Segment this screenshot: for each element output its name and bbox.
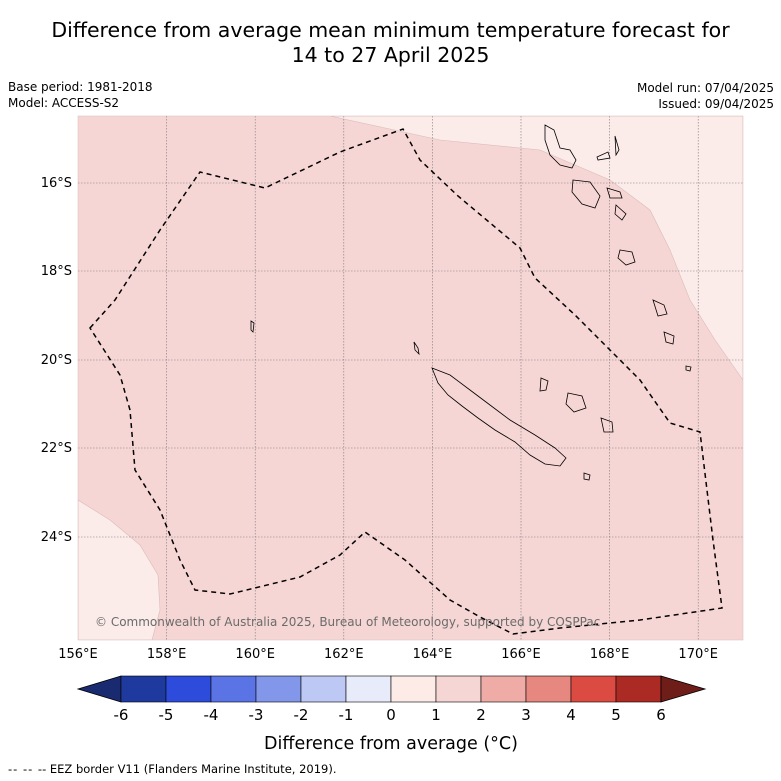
title-line-2: 14 to 27 April 2025 xyxy=(291,43,490,67)
vanuatu-tanna xyxy=(652,299,668,317)
colorbar-cell xyxy=(300,675,347,703)
colorbar-tick-labels: -6 -5 -4 -3 -2 -1 0 1 2 3 4 5 6 xyxy=(114,706,666,724)
vanuatu-espiritu-santo xyxy=(544,124,577,169)
colorbar-cell xyxy=(570,675,617,703)
colorbar-tick-label: -2 xyxy=(294,706,309,724)
lon-label-162e: 162°E xyxy=(324,647,364,662)
map-frame xyxy=(77,115,744,641)
colorbar-tick-label: 0 xyxy=(386,706,396,724)
colorbar-tick-label: 4 xyxy=(566,706,576,724)
coastlines xyxy=(250,124,692,481)
lon-label-168e: 168°E xyxy=(590,647,630,662)
colorbar-cells xyxy=(120,675,662,703)
vanuatu-erromango xyxy=(617,249,636,266)
lon-label-160e: 160°E xyxy=(235,647,275,662)
colorbar-cell xyxy=(525,675,572,703)
lat-label-16s: 16°S xyxy=(41,176,72,191)
colorbar-tick-label: -6 xyxy=(114,706,129,724)
colorbar-underflow-arrow xyxy=(76,675,122,703)
longitude-axis: 156°E 158°E 160°E 162°E 164°E 166°E 168°… xyxy=(58,647,718,662)
meta-left: Base period: 1981-2018 Model: ACCESS-S2 xyxy=(8,79,153,111)
anomaly-field-main xyxy=(78,116,743,640)
vanuatu-efate xyxy=(614,204,627,221)
meta-right: Model run: 07/04/2025 Issued: 09/04/2025 xyxy=(637,80,774,112)
belep-islands xyxy=(413,341,420,356)
colorbar-tick-label: 5 xyxy=(611,706,621,724)
colorbar-overflow-arrow xyxy=(660,675,707,703)
colorbar-cell xyxy=(615,675,662,703)
anomaly-field-light-sw xyxy=(78,499,161,640)
vanuatu-epi xyxy=(606,187,623,199)
vanuatu-malakula xyxy=(571,179,601,209)
isle-of-pines xyxy=(583,472,591,481)
colorbar-cell xyxy=(480,675,527,703)
lon-label-166e: 166°E xyxy=(501,647,541,662)
latitude-axis: 16°S 18°S 20°S 22°S 24°S xyxy=(41,176,72,545)
lat-label-22s: 22°S xyxy=(41,441,72,456)
colorbar-tick-label: 6 xyxy=(656,706,666,724)
lat-label-24s: 24°S xyxy=(41,530,72,545)
vanuatu-ambae xyxy=(596,151,611,161)
lat-label-18s: 18°S xyxy=(41,264,72,279)
lon-label-158e: 158°E xyxy=(147,647,187,662)
colorbar-tick-label: 1 xyxy=(431,706,441,724)
chesterfield-reef xyxy=(250,320,255,333)
colorbar-tick-label: 2 xyxy=(476,706,486,724)
lon-label-170e: 170°E xyxy=(678,647,718,662)
eez-legend-dash: -- -- xyxy=(8,762,38,776)
colorbar-cell xyxy=(120,675,167,703)
eez-border xyxy=(89,128,723,635)
copyright-notice: © Commonwealth of Australia 2025, Bureau… xyxy=(95,615,600,629)
colorbar-tick-label: -3 xyxy=(249,706,264,724)
vanuatu-aneityum xyxy=(663,331,675,345)
model-name: Model: ACCESS-S2 xyxy=(8,96,120,110)
chart-title: Difference from average mean minimum tem… xyxy=(0,18,781,68)
matthew-island xyxy=(685,365,692,372)
lon-label-156e: 156°E xyxy=(58,647,98,662)
lat-label-20s: 20°S xyxy=(41,353,72,368)
issued-date: Issued: 09/04/2025 xyxy=(658,97,774,111)
loyalty-island-lifou xyxy=(565,392,587,413)
loyalty-island-mare xyxy=(600,417,614,433)
colorbar-tick-label: 3 xyxy=(521,706,531,724)
anomaly-field-light-ne xyxy=(329,116,743,381)
eez-legend-text: -- EEZ border V11 (Flanders Marine Insti… xyxy=(37,762,337,776)
base-period: Base period: 1981-2018 xyxy=(8,80,153,94)
vanuatu-maewo xyxy=(614,135,620,157)
colorbar-tick-label: -4 xyxy=(204,706,219,724)
graticule xyxy=(78,116,743,640)
colorbar-cell xyxy=(210,675,257,703)
colorbar-cell xyxy=(435,675,482,703)
title-line-1: Difference from average mean minimum tem… xyxy=(51,18,730,42)
lon-label-164e: 164°E xyxy=(413,647,453,662)
colorbar: -6 -5 -4 -3 -2 -1 0 1 2 3 4 5 6 Difference from aver… xyxy=(76,675,707,754)
colorbar-cell xyxy=(390,675,437,703)
colorbar-cell xyxy=(165,675,212,703)
colorbar-tick-label: -1 xyxy=(339,706,354,724)
eez-legend: -- -- -- EEZ border V11 (Flanders Marine… xyxy=(8,762,337,776)
map-area xyxy=(78,116,743,640)
colorbar-cell xyxy=(255,675,302,703)
colorbar-title: Difference from average (°C) xyxy=(264,734,518,754)
colorbar-tick-label: -5 xyxy=(159,706,174,724)
colorbar-cell xyxy=(345,675,392,703)
new-caledonia-island xyxy=(431,367,567,467)
loyalty-island-ouvea xyxy=(539,377,549,392)
model-run: Model run: 07/04/2025 xyxy=(636,81,774,95)
